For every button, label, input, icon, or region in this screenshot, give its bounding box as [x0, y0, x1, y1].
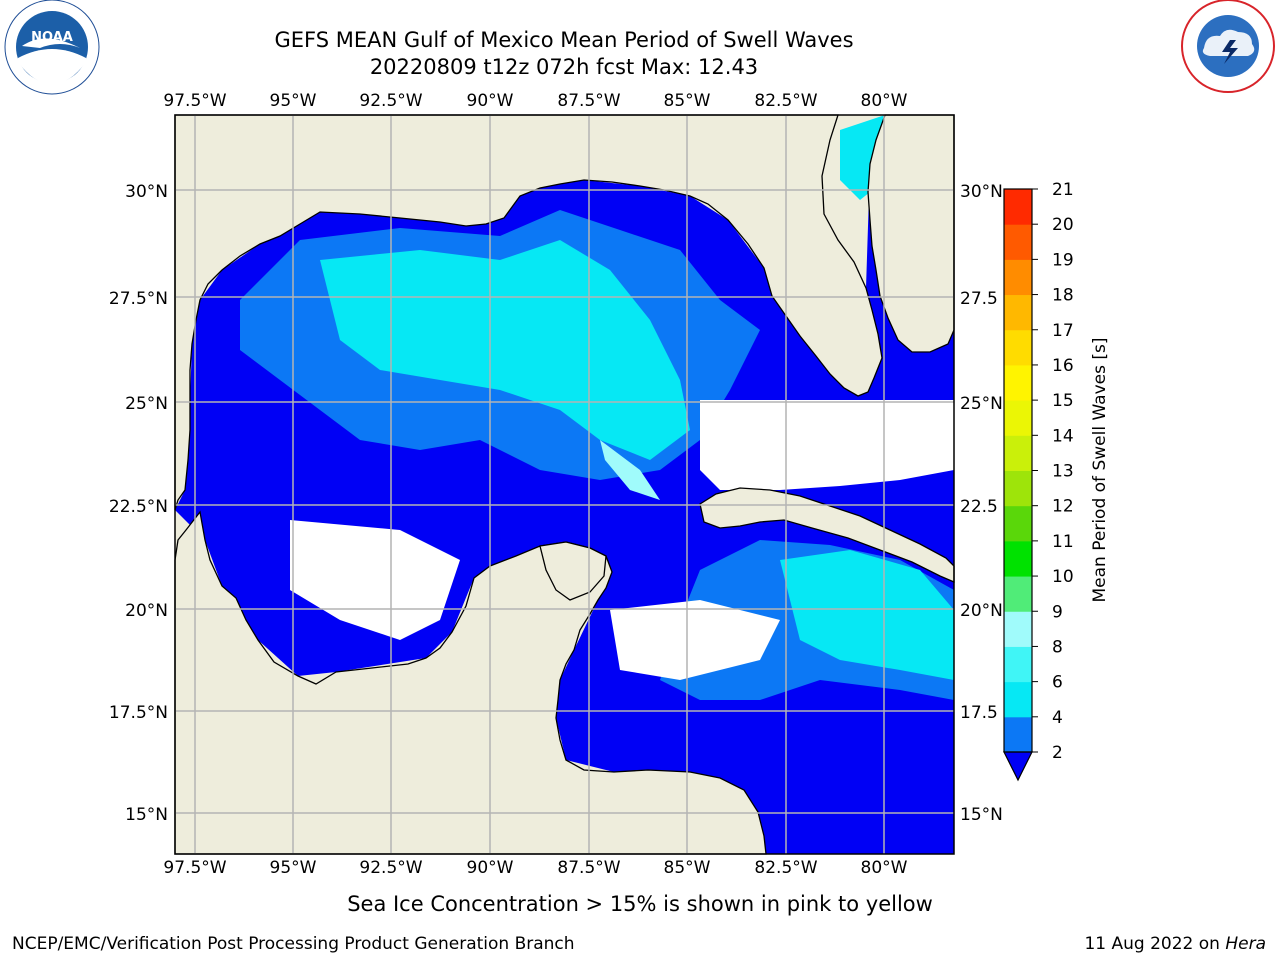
lat-label-right: 25°N [960, 394, 1003, 414]
lon-label-top: 82.5°W [754, 91, 817, 111]
map-panel: 97.5°W 95°W 92.5°W 90°W 87.5°W 85°W 82.5… [109, 91, 1003, 878]
colorbar-segment [1004, 540, 1032, 577]
swell-period-region [610, 600, 780, 680]
colorbar-segment [1004, 364, 1032, 401]
footer-host: Hera [1225, 934, 1266, 954]
colorbar-segment [1004, 646, 1032, 683]
lat-label-right: 15°N [960, 805, 1003, 825]
nws-logo [1181, 0, 1275, 93]
colorbar-segments [1004, 189, 1032, 753]
lon-label-top: 85°W [664, 91, 711, 111]
colorbar-segment [1004, 681, 1032, 718]
footer-date-text: 11 Aug 2022 on [1084, 934, 1225, 954]
lon-label-bottom: 85°W [664, 858, 711, 878]
swell-period-region [780, 550, 954, 680]
colorbar-segment [1004, 259, 1032, 296]
lon-label-bottom: 87.5°W [557, 858, 620, 878]
colorbar-tick-label: 4 [1052, 708, 1063, 728]
colorbar-tick-label: 13 [1052, 462, 1074, 482]
swell-period-region [700, 400, 954, 490]
chart-title-line-2: 20220809 t12z 072h fcst Max: 12.43 [370, 55, 758, 79]
chart-title-line-1: GEFS MEAN Gulf of Mexico Mean Period of … [274, 28, 853, 52]
colorbar-tick-label: 14 [1052, 426, 1074, 446]
colorbar-tick-label: 8 [1052, 637, 1063, 657]
colorbar-segment [1004, 435, 1032, 471]
colorbar-label: Mean Period of Swell Waves [s] [1090, 338, 1110, 603]
footer-credit: NCEP/EMC/Verification Post Processing Pr… [12, 934, 575, 954]
colorbar-tick-label: 20 [1052, 215, 1074, 235]
colorbar-tick-label: 18 [1052, 286, 1074, 306]
noaa-logo-text: NOAA [31, 30, 73, 45]
lon-label-bottom: 80°W [861, 858, 908, 878]
map-graticule [175, 115, 954, 854]
colorbar-segment [1004, 470, 1032, 507]
lat-label-left: 27.5°N [109, 289, 168, 309]
colorbar-tick-label: 9 [1052, 602, 1063, 622]
colorbar-segment [1004, 611, 1032, 647]
lon-label-top: 80°W [861, 91, 908, 111]
lon-label-top: 87.5°W [557, 91, 620, 111]
lat-label-left: 15°N [125, 805, 168, 825]
lat-label-left: 20°N [125, 601, 168, 621]
colorbar-tick-label: 16 [1052, 356, 1074, 376]
map-frame [174, 114, 955, 855]
latitude-labels-right: 30°N 27.5 25°N 22.5 20°N 17.5 15°N [960, 182, 1003, 825]
lat-label-left: 22.5°N [109, 497, 168, 517]
lon-label-top: 90°W [467, 91, 514, 111]
colorbar-tick-label: 12 [1052, 497, 1074, 517]
colorbar: 2 4 6 8 9 10 11 12 13 14 15 16 17 18 19 20 21 Mean Perio… [1003, 180, 1110, 782]
lon-label-bottom: 82.5°W [754, 858, 817, 878]
colorbar-tick-label: 17 [1052, 321, 1074, 341]
lat-label-right: 30°N [960, 182, 1003, 202]
colorbar-segment [1004, 189, 1032, 225]
colorbar-tick-label: 19 [1052, 250, 1074, 270]
lon-label-top: 95°W [270, 91, 317, 111]
lat-label-right: 17.5 [960, 703, 998, 723]
lon-label-bottom: 90°W [467, 858, 514, 878]
colorbar-segment [1004, 505, 1032, 542]
noaa-logo: NOAA [4, 0, 100, 95]
colorbar-tick-label: 10 [1052, 567, 1074, 587]
colorbar-tick-label: 21 [1052, 180, 1074, 200]
colorbar-under-extension [1003, 751, 1033, 782]
colorbar-tick-label: 11 [1052, 532, 1074, 552]
colorbar-segment [1004, 576, 1032, 612]
swell-period-region [600, 440, 660, 500]
colorbar-segment [1004, 400, 1032, 436]
lat-label-right: 22.5 [960, 497, 998, 517]
lat-label-right: 27.5 [960, 289, 998, 309]
lat-label-right: 20°N [960, 601, 1003, 621]
lon-label-bottom: 97.5°W [163, 858, 226, 878]
colorbar-segment [1004, 329, 1032, 366]
swell-period-region [320, 240, 690, 460]
lat-label-left: 30°N [125, 182, 168, 202]
colorbar-tick-label: 2 [1052, 743, 1063, 763]
colorbar-segment [1004, 224, 1032, 260]
lon-label-bottom: 95°W [270, 858, 317, 878]
colorbar-segment [1004, 294, 1032, 331]
sea-ice-note: Sea Ice Concentration > 15% is shown in … [347, 892, 933, 916]
lat-label-left: 17.5°N [109, 703, 168, 723]
lon-label-bottom: 92.5°W [359, 858, 422, 878]
swell-period-region [290, 520, 460, 640]
longitude-labels: 97.5°W 95°W 92.5°W 90°W 87.5°W 85°W 82.5… [163, 91, 907, 878]
footer-date: 11 Aug 2022 on Hera [1084, 934, 1266, 954]
lat-label-left: 25°N [125, 394, 168, 414]
lon-label-top: 97.5°W [163, 91, 226, 111]
colorbar-segment [1004, 716, 1032, 753]
latitude-labels-left: 30°N 27.5°N 25°N 22.5°N 20°N 17.5°N 15°N [109, 182, 168, 825]
colorbar-tick-label: 6 [1052, 673, 1063, 693]
colorbar-ticks: 2 4 6 8 9 10 11 12 13 14 15 16 17 18 19 20 21 [1032, 180, 1074, 763]
colorbar-tick-label: 15 [1052, 391, 1074, 411]
land-usa [174, 114, 883, 511]
lon-label-top: 92.5°W [359, 91, 422, 111]
